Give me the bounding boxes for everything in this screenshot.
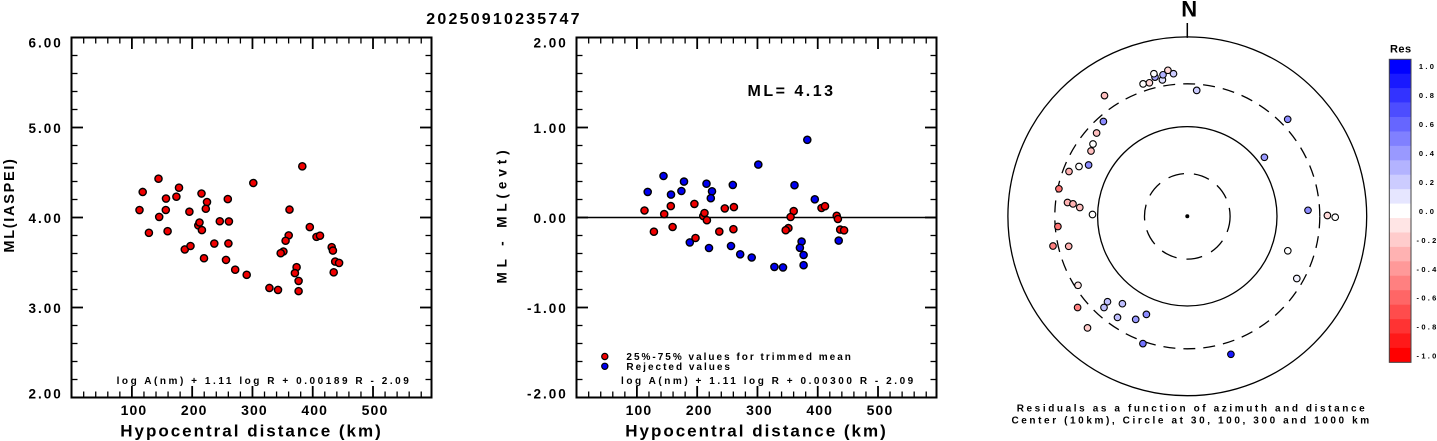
svg-text:3.00: 3.00	[29, 301, 63, 316]
svg-text:-2.00: -2.00	[527, 386, 568, 401]
svg-text:Hypocentral distance (km): Hypocentral distance (km)	[625, 422, 888, 441]
svg-text:-0.4: -0.4	[1417, 265, 1437, 274]
svg-text:ML= 4.13: ML= 4.13	[747, 83, 835, 100]
svg-text:ML - ML(evt): ML - ML(evt)	[495, 145, 510, 283]
svg-text:1.00: 1.00	[534, 121, 568, 136]
svg-text:N: N	[1181, 0, 1197, 22]
svg-text:Residuals as a function of azi: Residuals as a function of azimuth and d…	[1017, 404, 1368, 415]
svg-text:6.00: 6.00	[29, 35, 63, 50]
svg-text:log A(nm) + 1.11 log R + 0.003: log A(nm) + 1.11 log R + 0.00300 R - 2.0…	[621, 376, 916, 387]
svg-text:0.6: 0.6	[1419, 120, 1436, 129]
svg-text:5.00: 5.00	[29, 121, 63, 136]
svg-text:0.0: 0.0	[1419, 207, 1436, 216]
svg-text:500: 500	[362, 402, 389, 418]
svg-text:1.0: 1.0	[1419, 62, 1436, 71]
svg-text:400: 400	[806, 402, 833, 418]
svg-text:-0.2: -0.2	[1417, 236, 1437, 245]
svg-text:Rejected values: Rejected values	[626, 362, 732, 373]
svg-text:log A(nm) + 1.11 log R + 0.001: log A(nm) + 1.11 log R + 0.00189 R - 2.0…	[117, 376, 412, 387]
svg-text:300: 300	[746, 402, 773, 418]
svg-text:200: 200	[686, 402, 713, 418]
svg-text:-0.8: -0.8	[1417, 323, 1437, 332]
svg-text:20250910235747: 20250910235747	[426, 11, 581, 28]
svg-text:0.4: 0.4	[1419, 149, 1436, 158]
svg-text:Hypocentral distance (km): Hypocentral distance (km)	[120, 422, 383, 441]
svg-text:0.2: 0.2	[1419, 178, 1436, 187]
svg-text:-0.6: -0.6	[1417, 294, 1437, 303]
svg-text:25%-75% values for trimmed mea: 25%-75% values for trimmed mean	[626, 352, 853, 363]
svg-text:Res: Res	[1390, 44, 1412, 56]
svg-text:100: 100	[121, 402, 148, 418]
svg-text:200: 200	[181, 402, 208, 418]
svg-text:100: 100	[626, 402, 653, 418]
svg-text:400: 400	[301, 402, 328, 418]
svg-text:Center (10km), Circle at 30, 1: Center (10km), Circle at 30, 100, 300 an…	[1011, 416, 1371, 427]
svg-text:4.00: 4.00	[29, 211, 63, 226]
svg-text:300: 300	[241, 402, 268, 418]
svg-text:-1.0: -1.0	[1417, 352, 1437, 361]
svg-text:500: 500	[867, 402, 894, 418]
svg-text:0.8: 0.8	[1419, 91, 1436, 100]
svg-text:2.00: 2.00	[534, 35, 568, 50]
svg-text:-1.00: -1.00	[527, 301, 568, 316]
svg-text:ML(IASPEI): ML(IASPEI)	[2, 157, 18, 252]
svg-text:0.00: 0.00	[534, 211, 568, 226]
svg-text:2.00: 2.00	[29, 386, 63, 401]
